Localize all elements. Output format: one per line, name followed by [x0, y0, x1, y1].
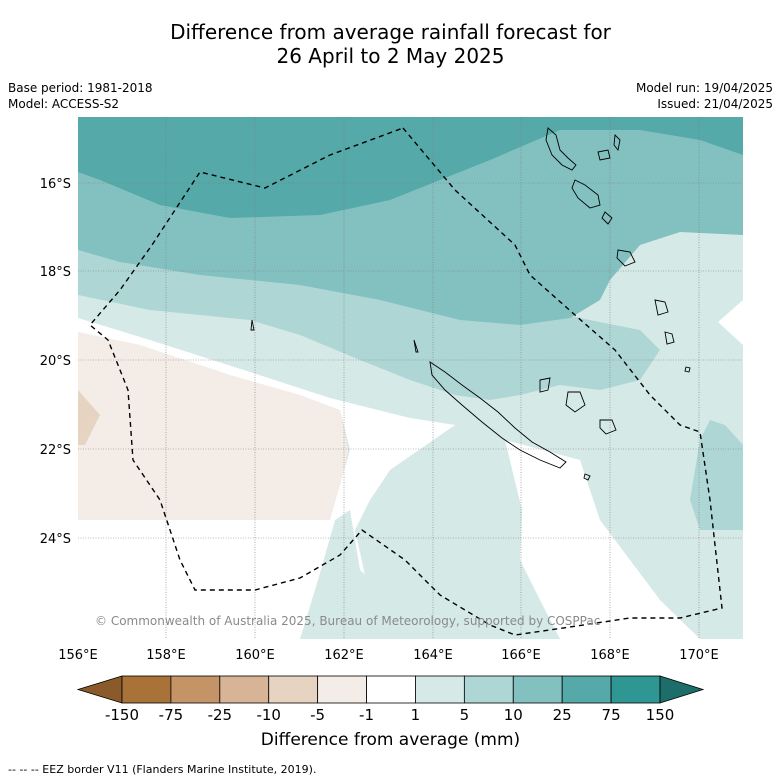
colorbar-swatch [317, 675, 367, 704]
model-name: Model: ACCESS-S2 [8, 97, 120, 111]
map-title: Difference from average rainfall forecas… [0, 20, 781, 68]
colorbar-tick-label: -10 [256, 706, 281, 724]
eez-border [89, 127, 723, 636]
colorbar-swatch [268, 675, 319, 704]
colorbar-swatch [121, 675, 172, 704]
colorbar-tick-label: -1 [359, 706, 374, 724]
colorbar-tick-label: -75 [159, 706, 184, 724]
lon-tick-labels: 156°E 158°E 160°E 162°E 164°E 166°E 168°… [58, 648, 719, 663]
copyright-notice: © Commonwealth of Australia 2025, Bureau… [95, 614, 601, 628]
gridlines [78, 117, 743, 639]
base-period: Base period: 1981-2018 [8, 81, 153, 95]
colorbar-swatch [610, 675, 661, 704]
lat-tick: 22°S [40, 443, 71, 458]
colorbar-swatch [170, 675, 221, 704]
lon-tick: 164°E [413, 648, 453, 663]
meta-right: Model run: 19/04/2025 Issued: 21/04/2025 [636, 80, 773, 112]
lon-tick: 160°E [235, 648, 275, 663]
coastlines [250, 127, 691, 481]
band-25-75 [78, 117, 743, 218]
lat-tick-labels: 16°S 18°S 20°S 22°S 24°S [40, 177, 71, 547]
lon-tick: 168°E [590, 648, 630, 663]
colorbar-swatch [219, 675, 270, 704]
colorbar-tick-label: 25 [553, 706, 572, 724]
band-5-10-main [78, 248, 660, 400]
vanuatu-central-coast [571, 179, 601, 209]
title-line-2: 26 April to 2 May 2025 [276, 44, 505, 68]
vanuatu-north-coast [545, 127, 577, 171]
colorbar [76, 675, 705, 704]
colorbar-tick-label: 5 [460, 706, 470, 724]
colorbar-tick-label: -25 [208, 706, 233, 724]
colorbar-title: Difference from average (mm) [260, 730, 521, 750]
band-near-zero-ne [718, 300, 743, 345]
colorbar-extend-low [76, 675, 123, 704]
colorbar-swatch [561, 675, 612, 704]
lon-tick: 162°E [324, 648, 364, 663]
meta-left: Base period: 1981-2018 Model: ACCESS-S2 [8, 80, 153, 112]
colorbar-tick-label: -5 [310, 706, 325, 724]
band-neg5-neg10 [78, 390, 100, 445]
colorbar-tick-label: 10 [504, 706, 523, 724]
colorbar-tick-label: 75 [602, 706, 621, 724]
colorbar-tick-label: 1 [411, 706, 421, 724]
colorbar-labels: -150 -75 -25 -10 -5 -1 1 5 10 25 75 150 [105, 706, 674, 724]
model-run: Model run: 19/04/2025 [635, 81, 773, 95]
lat-tick: 18°S [40, 265, 71, 280]
lat-tick: 24°S [40, 532, 71, 547]
colorbar-tick-label: -150 [105, 706, 139, 724]
colorbar-swatch [366, 675, 416, 704]
title-line-1: Difference from average rainfall forecas… [170, 20, 611, 44]
lat-tick: 16°S [40, 177, 71, 192]
colorbar-swatch [512, 675, 563, 704]
lon-tick: 166°E [501, 648, 541, 663]
issued-date: Issued: 21/04/2025 [657, 97, 773, 111]
eez-legend-note: -- -- -- EEZ border V11 (Flanders Marine… [8, 763, 317, 776]
band-near-zero-east [505, 440, 700, 639]
loyalty-islands-coast [565, 391, 586, 413]
colorbar-tick-label: 150 [646, 706, 675, 724]
rainfall-anomaly-field [78, 117, 743, 639]
new-caledonia-coast [429, 361, 567, 469]
colorbar-swatch [463, 675, 514, 704]
vanuatu-south-coast [616, 249, 636, 267]
band-1-5-center [355, 425, 522, 620]
lon-tick: 170°E [679, 648, 719, 663]
colorbar-swatch [415, 675, 465, 704]
lon-tick: 156°E [58, 648, 98, 663]
colorbar-extend-high [659, 675, 705, 704]
lat-tick: 20°S [40, 354, 71, 369]
lon-tick: 158°E [146, 648, 186, 663]
band-5-10-se [690, 420, 743, 530]
